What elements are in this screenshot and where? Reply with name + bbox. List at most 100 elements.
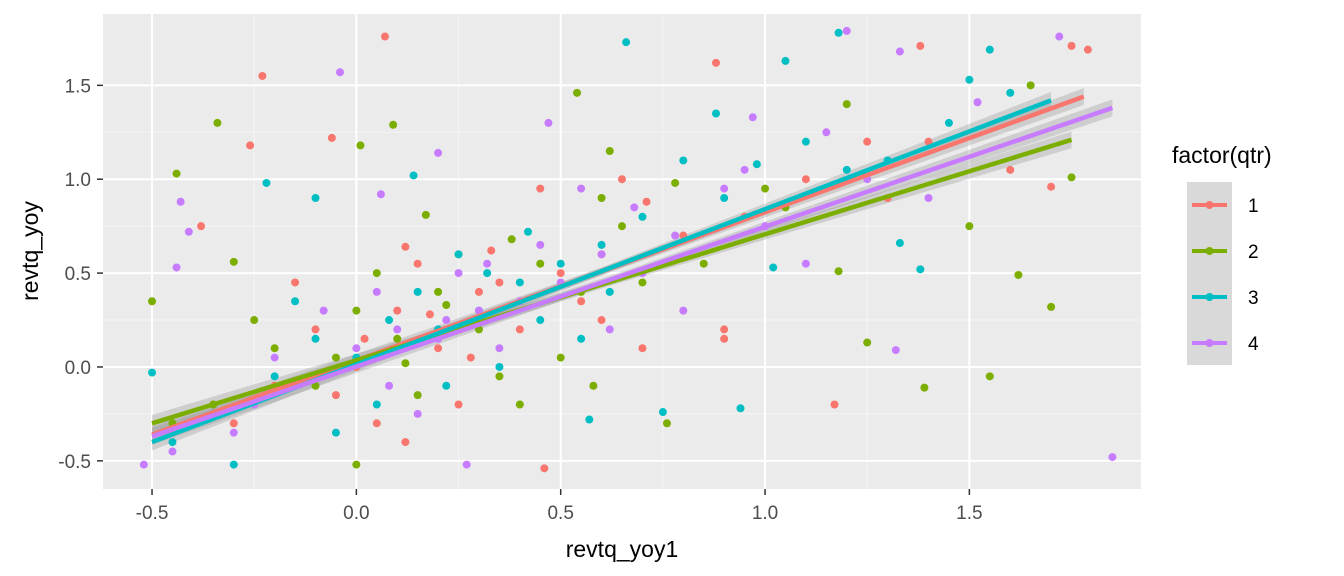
data-point-series-2 [597,193,606,202]
data-point-series-3 [524,227,533,236]
data-point-series-4 [139,460,148,469]
legend-key-point-1 [1205,201,1214,209]
data-point-series-3 [658,408,667,417]
data-point-series-2 [761,184,770,193]
data-point-series-2 [495,372,504,381]
data-point-series-2 [589,381,598,390]
data-point-series-2 [413,391,422,400]
data-point-series-1 [711,58,720,67]
data-point-series-1 [434,344,443,353]
axes: -0.5 0.0 0.5 1.0 1.5 -0.5 0.0 0.5 1.0 1.5 [58,76,982,524]
legend: factor(qtr) 1 2 3 4 [1172,142,1272,365]
legend-key-point-2 [1205,247,1214,255]
data-point-series-1 [720,334,729,343]
data-point-series-4 [801,259,810,268]
data-point-series-4 [1108,453,1117,462]
data-point-series-3 [442,381,451,390]
data-point-series-4 [495,344,504,353]
data-point-series-1 [425,310,434,319]
data-point-series-3 [736,404,745,413]
data-point-series-2 [1067,173,1076,182]
data-point-series-2 [311,381,320,390]
data-point-series-3 [944,118,953,127]
data-point-series-3 [720,193,729,202]
x-tick-label: 1.0 [752,503,778,524]
data-point-series-1 [720,325,729,334]
data-point-series-4 [842,26,851,35]
data-point-series-1 [487,246,496,255]
data-point-series-2 [965,222,974,231]
data-point-series-1 [413,259,422,268]
data-point-series-4 [483,259,492,268]
data-point-series-3 [495,362,504,371]
data-point-series-3 [229,460,238,469]
data-point-series-1 [801,175,810,184]
data-point-series-3 [556,259,565,268]
data-point-series-3 [916,265,925,274]
data-point-series-3 [622,38,631,47]
data-point-series-1 [536,184,545,193]
data-point-series-2 [573,88,582,97]
data-point-series-1 [642,197,651,206]
data-point-series-4 [679,306,688,315]
data-point-series-4 [413,409,422,418]
data-point-series-1 [1047,182,1056,191]
data-point-series-1 [454,400,463,409]
data-point-series-1 [618,175,626,184]
data-point-series-1 [197,222,206,231]
data-point-series-2 [556,353,565,362]
data-point-series-1 [515,325,524,334]
data-point-series-1 [474,287,483,296]
data-point-series-1 [830,400,839,409]
data-point-series-4 [352,344,361,353]
data-point-series-4 [630,203,639,212]
data-point-series-4 [536,240,545,249]
data-point-series-3 [148,368,157,377]
data-point-series-4 [319,306,328,315]
fit-line-series-2 [151,137,1073,426]
data-point-series-1 [495,278,504,287]
data-point-series-2 [618,222,626,231]
data-point-series-4 [385,381,394,390]
data-point-series-1 [1067,41,1076,50]
data-point-series-2 [834,267,843,276]
data-point-series-3 [585,415,594,424]
data-point-series-1 [258,71,267,80]
data-point-series-3 [679,156,688,165]
data-point-series-2 [401,359,410,368]
data-point-series-4 [336,68,345,77]
data-point-series-4 [376,190,385,199]
y-tick-label: 0.5 [65,264,91,285]
data-point-series-4 [748,113,757,122]
data-point-series-1 [1006,165,1015,174]
legend-label-4: 4 [1248,334,1259,355]
data-point-series-2 [605,147,614,156]
data-point-series-4 [434,148,443,157]
data-point-series-4 [544,118,553,127]
data-point-series-1 [577,297,586,306]
data-point-series-2 [920,383,929,392]
data-point-series-3 [372,400,381,409]
data-point-series-3 [270,372,279,381]
data-point-series-1 [372,419,381,428]
legend-key-background [1187,182,1232,365]
legend-key-point-3 [1205,293,1214,301]
legend-key-point-4 [1205,339,1214,347]
data-point-series-2 [507,235,516,244]
data-point-series-3 [895,239,904,248]
data-point-series-3 [515,278,524,287]
data-point-series-1 [540,464,549,473]
data-point-series-4 [671,231,680,240]
y-axis-title: revtq_yoy [17,201,43,301]
data-point-series-2 [352,306,361,315]
data-point-series-2 [842,100,851,109]
data-point-series-3 [842,165,851,174]
data-point-series-4 [895,47,904,56]
fit-lines [151,94,1114,445]
x-tick-label: 0.5 [547,503,573,524]
data-point-series-3 [711,109,720,118]
data-point-series-3 [483,269,492,278]
data-point-series-2 [1026,81,1035,90]
y-tick-label: 1.0 [65,170,91,191]
